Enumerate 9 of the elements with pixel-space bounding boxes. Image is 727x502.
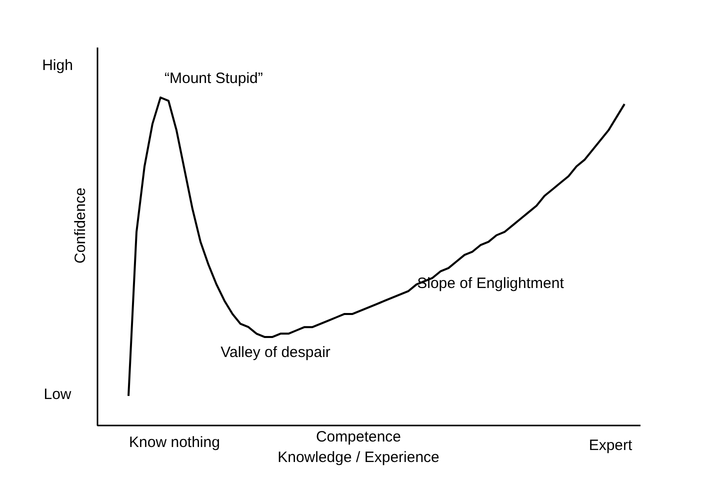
- text: Low: [44, 386, 72, 403]
- text: “Mount Stupid”: [164, 70, 263, 87]
- annotation: Slope of Englightment: [417, 275, 565, 292]
- text: High: [42, 57, 73, 74]
- x-axis-title: Competence Knowledge / Experience: [278, 428, 440, 466]
- text: Expert: [588, 437, 634, 454]
- text: Know nothing: [129, 434, 220, 451]
- y-axis-title: Confidence: [72, 188, 89, 264]
- annotation: Valley of despair: [220, 344, 330, 361]
